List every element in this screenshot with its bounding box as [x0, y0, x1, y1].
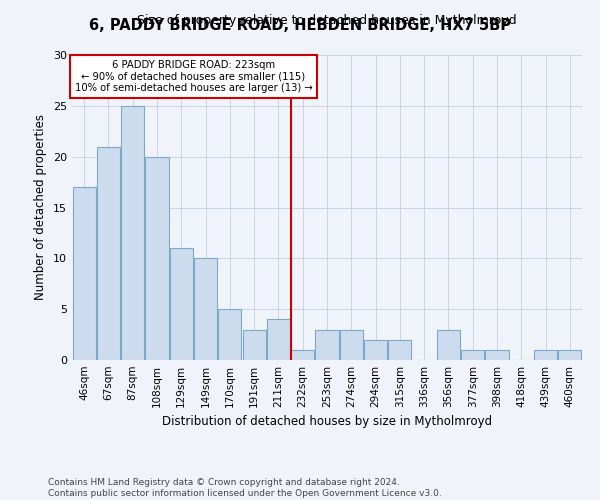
Bar: [170, 248, 193, 360]
Bar: [559, 350, 581, 360]
Bar: [121, 106, 144, 360]
Bar: [291, 350, 314, 360]
Bar: [218, 309, 241, 360]
X-axis label: Distribution of detached houses by size in Mytholmroyd: Distribution of detached houses by size …: [162, 416, 492, 428]
Bar: [267, 320, 290, 360]
Title: Size of property relative to detached houses in Mytholmroyd: Size of property relative to detached ho…: [137, 14, 517, 28]
Text: Contains HM Land Registry data © Crown copyright and database right 2024.
Contai: Contains HM Land Registry data © Crown c…: [48, 478, 442, 498]
Y-axis label: Number of detached properties: Number of detached properties: [34, 114, 47, 300]
Bar: [145, 156, 169, 360]
Bar: [340, 330, 363, 360]
Bar: [194, 258, 217, 360]
Bar: [388, 340, 412, 360]
Bar: [242, 330, 266, 360]
Bar: [485, 350, 509, 360]
Bar: [437, 330, 460, 360]
Bar: [97, 146, 120, 360]
Bar: [73, 187, 95, 360]
Bar: [364, 340, 387, 360]
Text: 6, PADDY BRIDGE ROAD, HEBDEN BRIDGE, HX7 5BP: 6, PADDY BRIDGE ROAD, HEBDEN BRIDGE, HX7…: [89, 18, 511, 32]
Bar: [316, 330, 338, 360]
Bar: [461, 350, 484, 360]
Text: 6 PADDY BRIDGE ROAD: 223sqm
← 90% of detached houses are smaller (115)
10% of se: 6 PADDY BRIDGE ROAD: 223sqm ← 90% of det…: [74, 60, 313, 94]
Bar: [534, 350, 557, 360]
